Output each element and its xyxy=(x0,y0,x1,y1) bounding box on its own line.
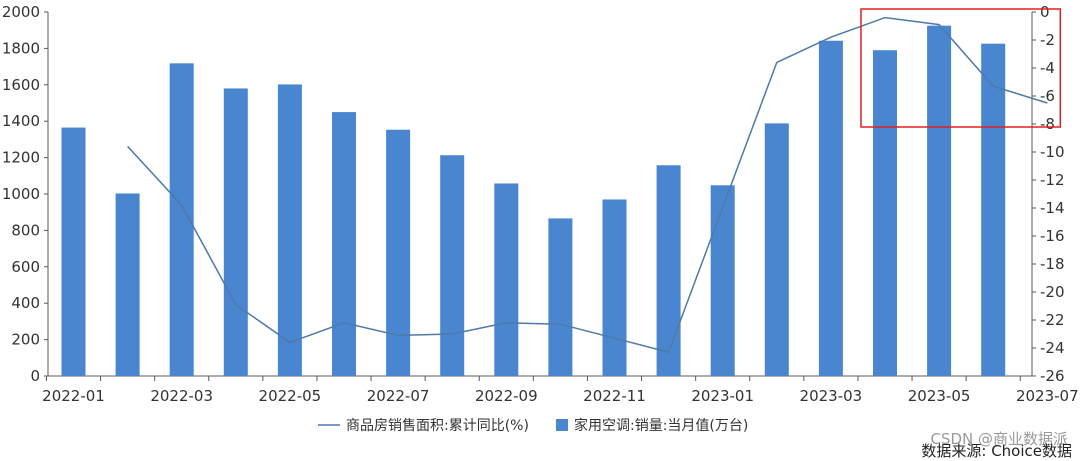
right-tick-label: -22 xyxy=(1040,311,1065,329)
left-tick-label: 2000 xyxy=(2,3,40,21)
x-tick-label: 2023-01 xyxy=(691,387,754,405)
bar xyxy=(115,193,140,376)
bar xyxy=(440,155,465,376)
right-tick-label: -24 xyxy=(1040,339,1065,357)
left-tick-label: 1000 xyxy=(2,185,40,203)
left-tick-label: 400 xyxy=(11,294,40,312)
x-tick-label: 2023-07 xyxy=(1016,387,1079,405)
bar xyxy=(710,185,735,376)
bar-series xyxy=(61,25,1006,377)
bar xyxy=(818,40,843,376)
highlight-rect xyxy=(860,8,1062,128)
legend: 商品房销售面积:累计同比(%) 家用空调:销量:当月值(万台) xyxy=(318,417,748,434)
x-tick-label: 2022-05 xyxy=(259,387,322,405)
x-tick-label: 2022-07 xyxy=(367,387,430,405)
x-tick-label: 2022-03 xyxy=(150,387,213,405)
bar xyxy=(223,88,248,376)
left-tick-label: 1800 xyxy=(2,39,40,57)
right-tick-label: -2 xyxy=(1040,31,1055,49)
left-tick-label: 1200 xyxy=(2,149,40,167)
bar xyxy=(61,127,86,376)
axes: 0 200 400 600 800 1000 1200 1400 1600 1800 2000 -26… xyxy=(2,3,1079,405)
bar xyxy=(332,112,356,376)
bar xyxy=(927,25,952,377)
line-path xyxy=(127,16,1048,354)
bar xyxy=(981,43,1006,376)
x-tick-label: 2023-03 xyxy=(800,387,863,405)
bar xyxy=(602,199,627,376)
x-tick-label: 2022-01 xyxy=(42,387,105,405)
left-tick-label: 1400 xyxy=(2,112,40,130)
left-tick-label: 200 xyxy=(11,331,40,349)
x-tick-label: 2022-09 xyxy=(475,387,538,405)
bar xyxy=(494,183,519,376)
highlight-box xyxy=(860,8,1062,128)
right-tick-label: -8 xyxy=(1040,115,1055,133)
right-tick-label: -16 xyxy=(1040,227,1065,245)
right-tick-label: -6 xyxy=(1040,87,1055,105)
watermark-text: CSDN @商业数据派 xyxy=(930,430,1068,448)
left-tick-label: 600 xyxy=(11,258,40,276)
bar xyxy=(548,218,573,376)
right-tick-label: 0 xyxy=(1040,3,1050,21)
right-tick-label: -26 xyxy=(1040,367,1065,385)
bar xyxy=(764,123,789,376)
bar xyxy=(277,84,302,376)
x-tick-label: 2022-11 xyxy=(583,387,646,405)
source-note: 数据来源: Choice数据 xyxy=(921,442,1072,460)
bar xyxy=(386,129,411,376)
left-tick-label: 0 xyxy=(30,367,40,385)
legend-bar-swatch xyxy=(556,419,568,431)
right-tick-label: -10 xyxy=(1040,143,1065,161)
right-tick-label: -20 xyxy=(1040,283,1065,301)
right-tick-label: -18 xyxy=(1040,255,1065,273)
right-tick-label: -14 xyxy=(1040,199,1065,217)
x-tick-label: 2023-05 xyxy=(908,387,971,405)
legend-bar-label: 家用空调:销量:当月值(万台) xyxy=(574,417,748,434)
right-tick-label: -4 xyxy=(1040,59,1055,77)
legend-line-label: 商品房销售面积:累计同比(%) xyxy=(346,418,529,434)
left-tick-label: 1600 xyxy=(2,76,40,94)
right-tick-label: -12 xyxy=(1040,171,1065,189)
bar xyxy=(873,50,897,376)
line-series xyxy=(127,16,1048,354)
left-tick-label: 800 xyxy=(11,221,40,239)
bar xyxy=(656,165,681,376)
